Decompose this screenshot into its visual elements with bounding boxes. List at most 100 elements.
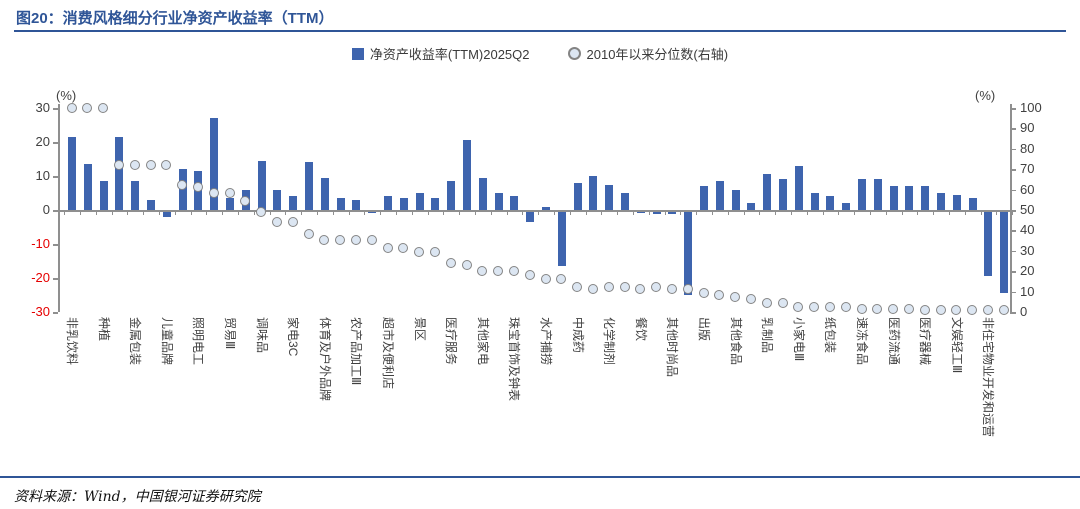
right-axis-line — [1010, 104, 1012, 312]
category-axis-tick — [443, 211, 445, 215]
right-axis-tick-label: 50 — [1020, 202, 1035, 217]
percentile-dot — [429, 247, 440, 258]
roe-bar — [731, 189, 740, 210]
roe-bar — [368, 211, 377, 214]
roe-bar — [937, 193, 945, 210]
category-axis-tick — [111, 211, 113, 215]
roe-bar — [779, 179, 787, 210]
category-label: 照明电工 — [191, 317, 206, 366]
percentile-dot — [998, 305, 1009, 316]
percentile-dot — [919, 305, 930, 316]
roe-bar — [747, 203, 756, 210]
percentile-dot — [982, 305, 993, 316]
legend-item-percentile: 2010年以来分位数(右轴) — [567, 44, 728, 63]
right-axis-unit: (%) — [975, 88, 996, 103]
category-axis-tick — [869, 211, 871, 215]
legend-roe-label: 净资产收益率(TTM)2025Q2 — [369, 47, 530, 62]
roe-bar — [320, 177, 329, 210]
percentile-dot — [508, 265, 519, 276]
roe-bar — [336, 198, 345, 210]
percentile-dot — [856, 304, 867, 315]
category-axis-tick — [158, 211, 160, 215]
left-axis-tick — [53, 244, 58, 246]
percentile-dot — [398, 243, 409, 254]
category-axis-tick — [285, 211, 287, 215]
percentile-dot — [745, 294, 756, 305]
category-label: 水产捕捞 — [539, 317, 553, 366]
roe-bar — [447, 181, 456, 210]
category-label: 化学制剂 — [602, 317, 617, 366]
roe-bar — [162, 211, 171, 217]
percentile-dot — [98, 102, 109, 113]
roe-bar — [794, 165, 803, 210]
percentile-dot — [824, 302, 835, 313]
percentile-dot — [208, 188, 219, 199]
right-axis-tick-label: 10 — [1020, 283, 1035, 299]
right-axis-tick-label: 100 — [1020, 100, 1042, 115]
roe-bar — [842, 203, 851, 210]
left-axis-tick-label: 20 — [35, 134, 50, 149]
percentile-dot — [319, 235, 330, 246]
right-axis-tick-label: 60 — [1020, 181, 1035, 197]
percentile-dot — [240, 196, 251, 207]
category-axis-tick — [427, 211, 429, 215]
percentile-dot — [382, 243, 393, 254]
category-axis-tick — [933, 211, 935, 215]
left-axis-tick — [53, 142, 58, 144]
roe-bar — [573, 182, 582, 210]
source-note: 资料来源：Wind，中国银河证券研究院 — [14, 489, 261, 505]
percentile-dot — [666, 284, 677, 295]
roe-bar — [621, 193, 629, 210]
roe-bar — [984, 211, 993, 277]
category-axis-tick — [348, 211, 350, 215]
right-axis-tick-label: 40 — [1020, 222, 1035, 238]
right-axis-tick — [1010, 250, 1016, 253]
category-label: 出版 — [697, 317, 711, 342]
category-axis-tick — [775, 211, 777, 215]
left-axis-tick — [53, 108, 58, 110]
category-axis-tick — [411, 211, 413, 215]
percentile-dot — [651, 282, 662, 293]
category-axis-tick — [95, 211, 97, 215]
category-axis-tick — [901, 211, 903, 215]
roe-bar — [526, 211, 535, 222]
percentile-dot — [951, 305, 962, 316]
roe-bar — [478, 177, 487, 210]
percentile-dot — [493, 265, 504, 276]
category-axis-tick — [1012, 211, 1014, 215]
percentile-dot — [714, 290, 725, 301]
right-axis-tick — [1010, 271, 1016, 273]
category-label: 文娱轻工Ⅲ — [949, 317, 964, 374]
right-axis-tick-label: 30 — [1020, 242, 1035, 258]
roe-bar — [589, 176, 598, 210]
roe-bar — [289, 196, 298, 210]
category-axis-tick — [222, 211, 224, 215]
category-label: 珠宝首饰及钟表 — [507, 317, 522, 402]
category-axis-tick — [332, 211, 334, 215]
percentile-dot — [809, 302, 820, 313]
left-axis-tick — [53, 278, 58, 280]
category-axis-tick — [680, 211, 682, 215]
left-axis-tick-label: -10 — [31, 236, 50, 251]
figure-title: 图20：消费风格细分行业净资产收益率（TTM） — [16, 10, 334, 27]
roe-bar — [652, 211, 661, 214]
roe-bar — [510, 196, 519, 210]
percentile-dot — [619, 282, 630, 293]
left-axis-tick-label: -30 — [31, 304, 50, 319]
category-axis-tick — [980, 211, 982, 215]
percentile-dot — [129, 159, 140, 170]
roe-bar — [83, 164, 92, 210]
category-axis-tick — [190, 211, 192, 215]
category-axis-tick — [553, 211, 555, 215]
category-axis-tick — [64, 211, 66, 215]
category-axis-tick — [538, 211, 540, 215]
category-axis-tick — [585, 211, 587, 215]
category-axis-tick — [806, 211, 808, 215]
category-axis-tick — [664, 211, 666, 215]
percentile-dot — [224, 188, 235, 199]
category-label: 家电3C — [286, 317, 301, 357]
roe-bar — [305, 162, 313, 210]
percentile-dot — [903, 304, 914, 315]
roe-bar — [605, 184, 614, 210]
